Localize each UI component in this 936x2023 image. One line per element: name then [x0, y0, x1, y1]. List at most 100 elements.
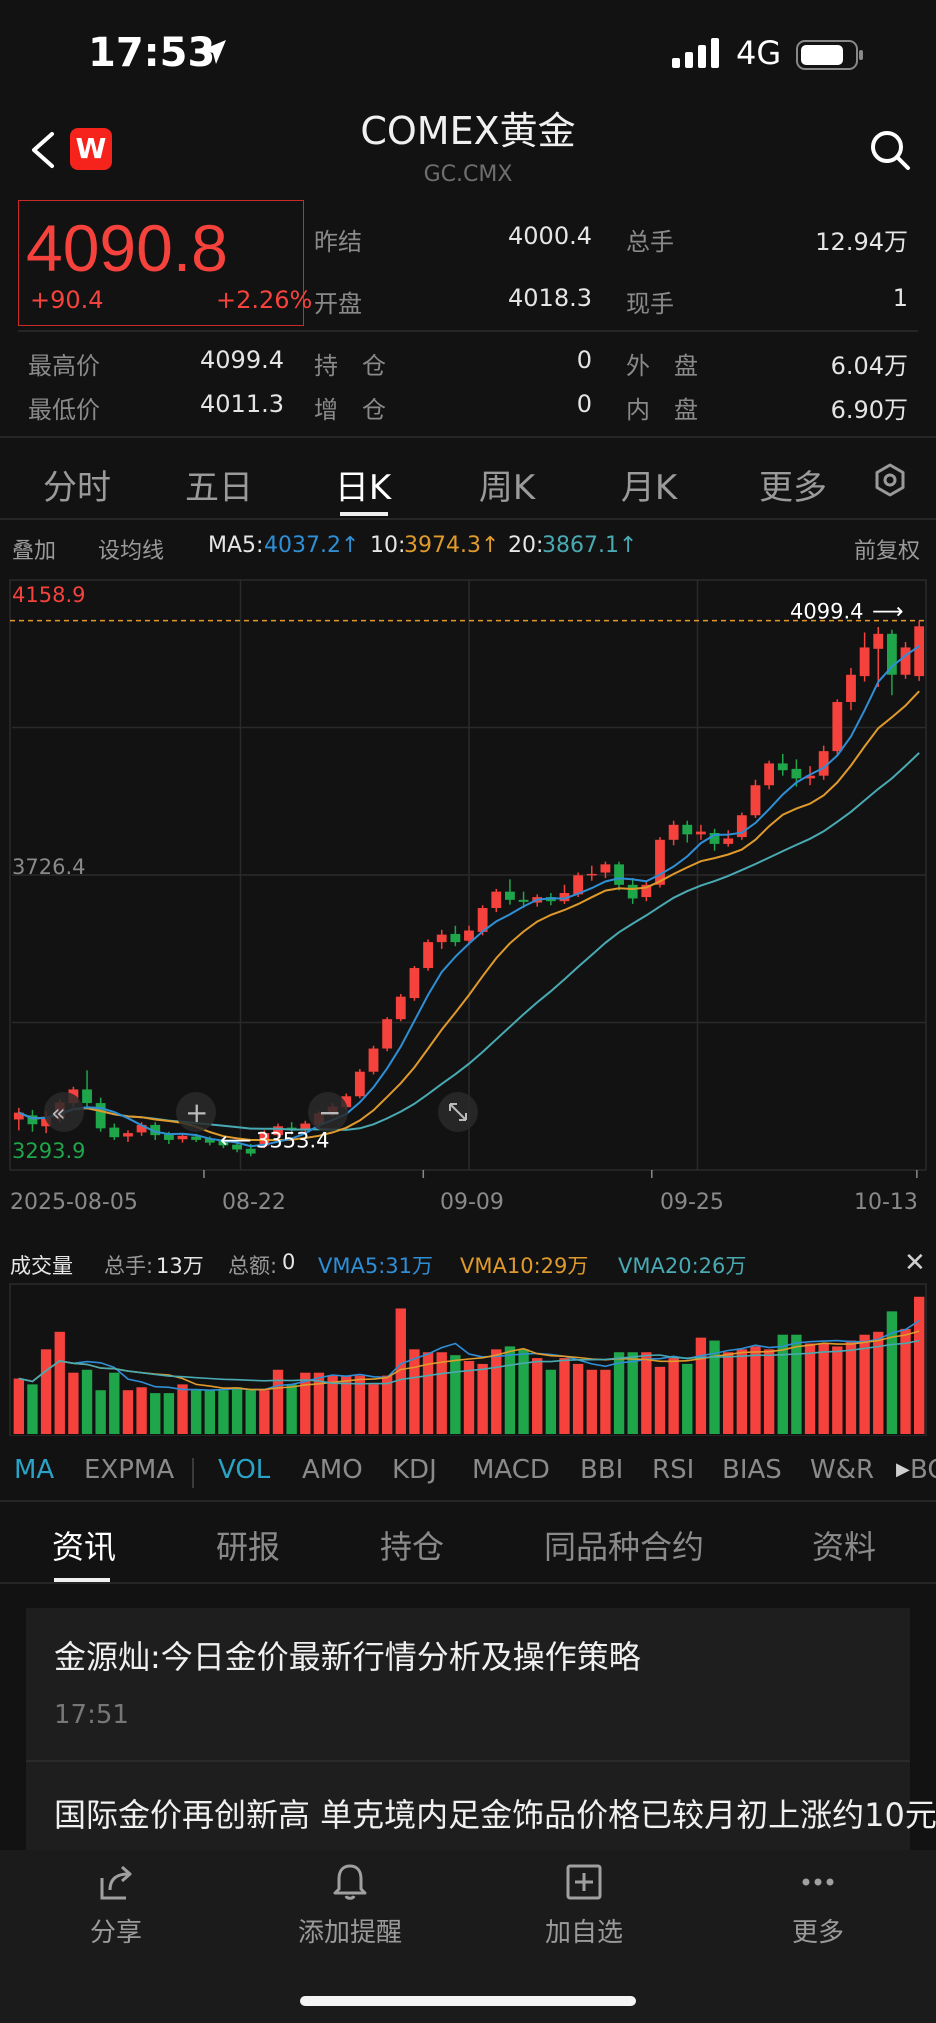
- volume-bar: [259, 1390, 270, 1434]
- stat-value: 4011.3: [200, 390, 284, 418]
- volume-bar: [313, 1372, 325, 1434]
- volume-bar: [136, 1387, 147, 1434]
- volume-bar: [163, 1393, 175, 1434]
- candle: [559, 884, 570, 904]
- more-button[interactable]: 更多: [738, 1862, 898, 1949]
- stat-label: 持 仓: [314, 352, 386, 380]
- volume-chart: [9, 1283, 927, 1436]
- back-arrow-icon[interactable]: [24, 128, 60, 176]
- stat-label: 开盘: [314, 290, 362, 318]
- plus-square-icon: [566, 1864, 602, 1900]
- volume-bar: [886, 1311, 898, 1434]
- divider: [0, 436, 936, 438]
- volume-bar: [81, 1369, 93, 1434]
- bottom-toolbar: [0, 1850, 936, 2023]
- tab-indicator-ma[interactable]: MA: [14, 1455, 55, 1485]
- close-icon[interactable]: ✕: [904, 1248, 926, 1278]
- candlestick-chart[interactable]: 4158.9 3726.4 3293.9 4099.4 ⟶ ⟵ 3353.4 «…: [0, 572, 936, 1178]
- total-amount-value: 0: [282, 1250, 296, 1274]
- tab-indicator-bbi[interactable]: BBI: [580, 1455, 624, 1485]
- tab-news[interactable]: 资讯: [52, 1528, 117, 1566]
- adjust-mode-button[interactable]: 前复权: [854, 539, 921, 564]
- volume-bar: [54, 1331, 65, 1434]
- svg-text:+: +: [185, 1096, 208, 1129]
- zoom-out-button[interactable]: −: [308, 1092, 348, 1132]
- tab-positions[interactable]: 持仓: [380, 1528, 445, 1566]
- volume-bar: [695, 1337, 707, 1434]
- candle: [818, 745, 829, 780]
- scroll-left-button[interactable]: «: [44, 1092, 84, 1132]
- ma20-label: 20:: [508, 533, 544, 558]
- add-watchlist-button[interactable]: 加自选: [504, 1862, 664, 1949]
- home-indicator: [300, 1996, 636, 2006]
- volume-bar: [395, 1308, 406, 1434]
- tab-research[interactable]: 研报: [216, 1528, 281, 1566]
- volume-bar: [654, 1366, 666, 1434]
- tab-indicator-rsi[interactable]: RSI: [652, 1455, 695, 1485]
- candle: [13, 1107, 24, 1131]
- tab-more[interactable]: 更多: [759, 468, 827, 508]
- tab-indicator-wr[interactable]: W&R: [810, 1455, 875, 1485]
- y-label-bottom: 3293.9: [12, 1139, 85, 1163]
- tab-indicator-expma[interactable]: EXPMA: [84, 1455, 175, 1485]
- volume-bar: [913, 1296, 925, 1434]
- candle: [846, 667, 856, 711]
- stat-label: 最低价: [28, 396, 100, 424]
- volume-bar: [463, 1361, 475, 1434]
- fullscreen-expand-icon[interactable]: [438, 1092, 478, 1132]
- volume-bar: [572, 1363, 584, 1434]
- search-icon[interactable]: [868, 128, 912, 176]
- volume-bar: [641, 1352, 652, 1434]
- volume-bar: [477, 1363, 488, 1434]
- tab-indicator-macd[interactable]: MACD: [472, 1455, 550, 1485]
- tab-indicator-boll[interactable]: BO: [910, 1455, 936, 1485]
- volume-bar: [682, 1363, 693, 1434]
- add-alert-button[interactable]: 添加提醒: [270, 1862, 430, 1949]
- stat-value: 6.04万: [830, 352, 908, 380]
- candle: [423, 939, 433, 971]
- tab-five-day[interactable]: 五日: [185, 468, 253, 508]
- news-item-title[interactable]: 国际金价再创新高 单克境内足金饰品价格已较月初上涨约10元: [54, 1796, 936, 1834]
- tab-indicator-vol[interactable]: VOL: [218, 1455, 271, 1485]
- candle: [873, 626, 884, 688]
- volume-bar: [300, 1372, 311, 1434]
- total-amount-label: 总额:: [228, 1254, 278, 1278]
- play-indicator-icon[interactable]: ▶: [896, 1459, 910, 1480]
- brand-logo-badge: W: [70, 128, 112, 170]
- candle: [409, 965, 420, 1001]
- zoom-in-button[interactable]: +: [176, 1092, 216, 1132]
- news-item-title[interactable]: 金源灿:今日金价最新行情分析及操作策略: [54, 1638, 641, 1676]
- tab-related-contracts[interactable]: 同品种合约: [544, 1528, 705, 1566]
- volume-bar: [436, 1352, 447, 1434]
- volume-bar: [177, 1384, 188, 1434]
- stat-label: 昨结: [314, 228, 362, 256]
- settings-icon[interactable]: [872, 462, 908, 502]
- candle: [641, 880, 652, 902]
- volume-bar: [559, 1358, 570, 1434]
- candle: [354, 1068, 365, 1099]
- divider: [192, 1458, 194, 1488]
- tab-indicator-kdj[interactable]: KDJ: [392, 1455, 437, 1485]
- tab-monthly-k[interactable]: 月K: [620, 468, 678, 508]
- candle: [627, 878, 638, 904]
- stat-value: 4018.3: [508, 284, 592, 312]
- volume-bar: [204, 1390, 215, 1434]
- stat-label: 外 盘: [626, 352, 698, 380]
- tab-indicator-bias[interactable]: BIAS: [722, 1455, 782, 1485]
- tab-intraday[interactable]: 分时: [43, 468, 111, 508]
- svg-text:−: −: [318, 1096, 341, 1129]
- share-button[interactable]: 分享: [36, 1862, 196, 1949]
- volume-bar: [122, 1390, 134, 1434]
- tab-profile[interactable]: 资料: [812, 1528, 877, 1566]
- vma5-line: [18, 1320, 920, 1392]
- tab-indicator-amo[interactable]: AMO: [302, 1455, 363, 1485]
- tab-weekly-k[interactable]: 周K: [478, 468, 536, 508]
- stat-value: 1: [892, 284, 908, 312]
- overlay-button[interactable]: 叠加: [12, 539, 57, 564]
- share-label: 分享: [89, 1918, 142, 1948]
- active-tab-underline: [54, 1578, 110, 1582]
- set-ma-button[interactable]: 设均线: [98, 539, 165, 564]
- tab-daily-k[interactable]: 日K: [334, 468, 392, 508]
- candle: [586, 865, 597, 881]
- volume-bar: [723, 1352, 734, 1434]
